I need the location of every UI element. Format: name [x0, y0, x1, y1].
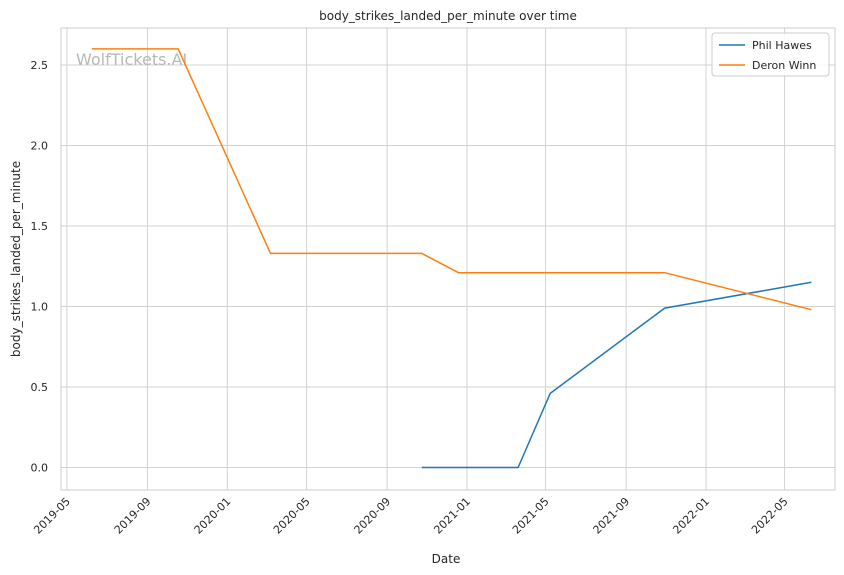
y-axis-label: body_strikes_landed_per_minute	[9, 161, 23, 357]
watermark: WolfTickets.AI	[76, 50, 187, 69]
grid-lines	[61, 28, 835, 490]
legend-label-phil-hawes: Phil Hawes	[752, 39, 812, 52]
legend-label-deron-winn: Deron Winn	[752, 59, 816, 72]
plot-area-frame	[60, 27, 836, 491]
series-line-phil-hawes	[421, 281, 812, 469]
y-tick-label: 2.5	[31, 59, 49, 72]
chart-title: body_strikes_landed_per_minute over time	[319, 9, 577, 23]
y-tick-label: 1.5	[31, 220, 49, 233]
y-tick-label: 0.0	[31, 461, 49, 474]
y-tick-label: 0.5	[31, 381, 49, 394]
y-tick-label: 2.0	[31, 140, 49, 153]
y-tick-label: 1.0	[31, 300, 49, 313]
y-axis-ticks: 0.0 0.5 1.0 1.5 2.0 2.5	[31, 59, 49, 474]
legend: Phil Hawes Deron Winn	[711, 32, 830, 77]
series-layer	[91, 48, 812, 469]
series-line-deron-winn	[91, 48, 812, 311]
x-axis-label: Date	[432, 552, 461, 566]
